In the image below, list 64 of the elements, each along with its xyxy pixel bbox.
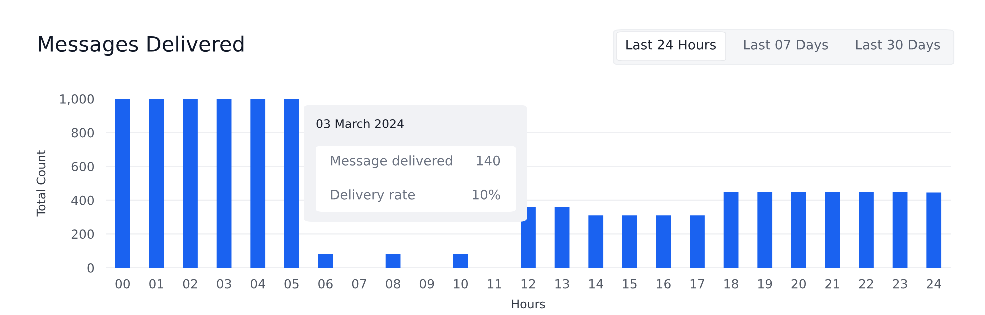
bar bbox=[825, 192, 840, 268]
bar bbox=[859, 192, 874, 268]
x-tick-label: 20 bbox=[792, 279, 806, 289]
x-tick-label: 04 bbox=[250, 279, 266, 289]
bar bbox=[284, 99, 300, 268]
x-tick-label: 16 bbox=[657, 279, 671, 289]
x-tick-label: 14 bbox=[590, 279, 604, 289]
x-tick-label: 21 bbox=[826, 279, 840, 289]
y-tick-label: 200 bbox=[72, 230, 94, 240]
bar bbox=[453, 254, 468, 268]
annotation: 03 March 2024 bbox=[316, 119, 404, 128]
x-tick-label: 06 bbox=[318, 279, 333, 289]
x-tick-label: 12 bbox=[522, 279, 536, 289]
annotation: 140 bbox=[477, 156, 500, 166]
bar bbox=[521, 207, 536, 268]
text: Last 30 Days bbox=[856, 40, 940, 52]
y-tick-label: 400 bbox=[72, 196, 94, 206]
y-tick-label: 1,000 bbox=[60, 94, 94, 106]
y-tick-label: 0 bbox=[88, 263, 94, 273]
x-tick-label: 07 bbox=[352, 279, 366, 289]
bar bbox=[554, 207, 570, 268]
y-axis-title: Total Count bbox=[36, 150, 46, 217]
x-tick-label: 05 bbox=[284, 279, 299, 289]
x-tick-label: 19 bbox=[758, 279, 772, 289]
annotation: Message delivered bbox=[331, 156, 452, 168]
x-tick-label: 08 bbox=[386, 279, 400, 289]
bar bbox=[724, 192, 739, 268]
bar bbox=[656, 216, 672, 268]
x-tick-label: 01 bbox=[150, 279, 164, 289]
bar bbox=[115, 99, 130, 268]
x-tick-label: 10 bbox=[454, 279, 468, 289]
bar bbox=[690, 216, 705, 268]
y-tick-label: 800 bbox=[72, 128, 94, 138]
x-tick-label: 15 bbox=[623, 279, 637, 289]
bar bbox=[318, 254, 334, 268]
x-tick-label: 17 bbox=[690, 279, 704, 289]
x-tick-label: 11 bbox=[488, 279, 502, 289]
bar bbox=[183, 99, 198, 268]
x-tick-label: 18 bbox=[724, 279, 738, 289]
bar bbox=[216, 99, 232, 268]
bar bbox=[791, 192, 806, 268]
bar bbox=[250, 99, 266, 268]
bar bbox=[622, 216, 638, 268]
x-tick-label: 24 bbox=[927, 279, 942, 289]
x-tick-label: 23 bbox=[893, 279, 908, 289]
x-tick-label: 02 bbox=[183, 279, 198, 289]
bar bbox=[588, 216, 604, 268]
x-tick-label: 03 bbox=[217, 279, 232, 289]
bar bbox=[386, 254, 401, 268]
y-tick-label: 600 bbox=[72, 162, 94, 172]
bar bbox=[892, 192, 908, 268]
bar bbox=[758, 192, 773, 268]
annotation: Delivery rate bbox=[331, 190, 416, 202]
chart-title: Messages Delivered bbox=[39, 36, 244, 56]
x-tick-label: 13 bbox=[556, 279, 570, 289]
bar bbox=[926, 192, 942, 268]
text: Last 24 Hours bbox=[626, 40, 716, 50]
x-tick-label: 22 bbox=[859, 279, 874, 289]
x-tick-label: 09 bbox=[420, 279, 434, 289]
annotation: 10% bbox=[473, 190, 500, 200]
text: Last 07 Days bbox=[744, 40, 828, 52]
bar bbox=[149, 99, 164, 268]
x-tick-label: 00 bbox=[116, 279, 130, 289]
x-axis-title: Hours bbox=[512, 300, 546, 309]
